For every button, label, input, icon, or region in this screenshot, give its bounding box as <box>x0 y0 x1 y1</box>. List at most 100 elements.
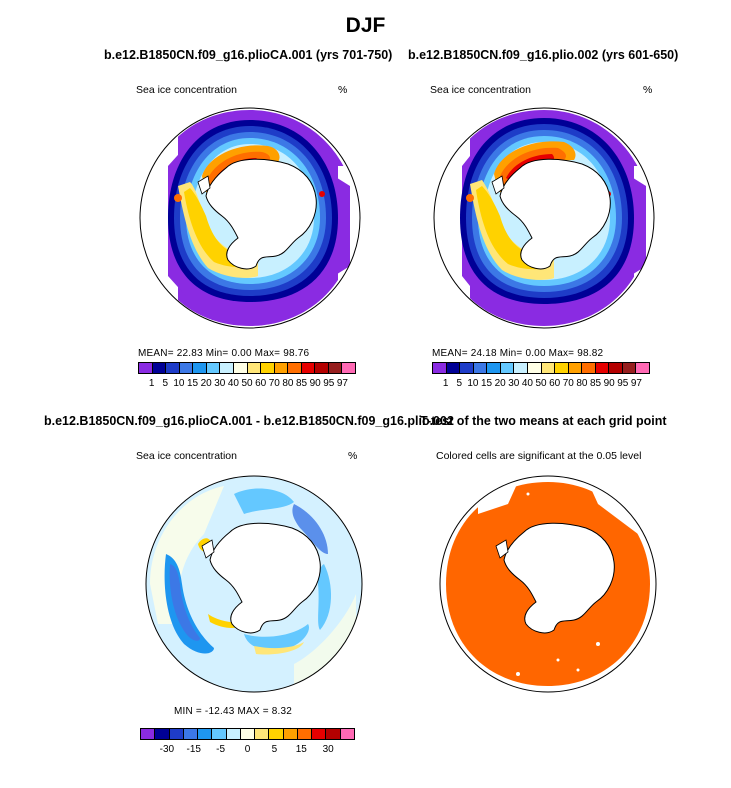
colorbar-tick-label: 70 <box>562 378 574 389</box>
colorbar-swatch <box>269 729 284 739</box>
colorbar-tick-label: 30 <box>214 378 226 389</box>
colorbar-swatch <box>139 363 153 373</box>
panel3-variable-label: Sea ice concentration <box>136 450 237 462</box>
colorbar-swatch <box>487 363 501 373</box>
colorbar-swatch <box>261 363 275 373</box>
colorbar-swatch <box>212 729 227 739</box>
colorbar-tick-label: 50 <box>535 378 547 389</box>
panel2-units-label: % <box>643 84 653 96</box>
colorbar-swatch <box>342 363 355 373</box>
colorbar-swatch <box>312 729 327 739</box>
colorbar-swatch <box>326 729 341 739</box>
colorbar-swatch <box>155 729 170 739</box>
colorbar-tick-label: 0 <box>244 744 251 755</box>
colorbar-swatch <box>609 363 623 373</box>
panel1-stats: MEAN= 22.83 Min= 0.00 Max= 98.76 <box>138 348 310 359</box>
colorbar-tick-label: 60 <box>255 378 267 389</box>
colorbar-swatch <box>240 729 256 739</box>
colorbar-swatch <box>622 363 637 373</box>
colorbar-tick-label: 85 <box>589 378 602 389</box>
colorbar-tick-label: 20 <box>200 378 212 389</box>
colorbar-swatch <box>541 363 556 373</box>
colorbar-tick-label: -15 <box>186 744 201 755</box>
colorbar-swatch <box>500 363 515 373</box>
main-title: DJF <box>345 14 386 37</box>
colorbar-swatch <box>315 363 329 373</box>
colorbar-swatch <box>514 363 528 373</box>
colorbar-tick-label: 10 <box>467 378 479 389</box>
colorbar-swatch <box>301 363 316 373</box>
panel2-variable-label: Sea ice concentration <box>430 84 531 96</box>
colorbar-swatch <box>183 729 199 739</box>
colorbar-swatch <box>473 363 488 373</box>
colorbar-swatch <box>595 363 610 373</box>
colorbar-swatch <box>568 363 583 373</box>
colorbar-tick-label: 90 <box>603 378 615 389</box>
colorbar-tick-label: 40 <box>227 378 239 389</box>
colorbar-panel3-labels: -30 -15 -5 0 5 15 30 <box>140 744 355 758</box>
panel3-stats: MIN = -12.43 MAX = 8.32 <box>174 706 292 717</box>
colorbar-tick-label: 1 <box>148 378 155 389</box>
colorbar-swatch <box>206 363 221 373</box>
colorbar-swatch <box>166 363 180 373</box>
colorbar-tick-label: 95 <box>617 378 629 389</box>
colorbar-swatch <box>226 729 241 739</box>
colorbar-tick-label: -5 <box>216 744 226 755</box>
panel4-map <box>439 475 657 693</box>
colorbar-swatch <box>141 729 156 739</box>
panel1-units-label: % <box>338 84 348 96</box>
colorbar-swatch <box>169 729 184 739</box>
colorbar-tick-label: 95 <box>323 378 335 389</box>
colorbar-swatch <box>233 363 248 373</box>
colorbar-tick-label: 10 <box>173 378 185 389</box>
colorbar-swatch <box>636 363 649 373</box>
colorbar-tick-label: 70 <box>268 378 280 389</box>
colorbar-swatch <box>255 729 270 739</box>
panel4-subtitle: Colored cells are significant at the 0.0… <box>436 450 642 462</box>
colorbar-tick-label: 1 <box>442 378 449 389</box>
colorbar-swatch <box>297 729 313 739</box>
colorbar-tick-label: -30 <box>159 744 175 755</box>
colorbar-tick-label: 5 <box>456 378 463 389</box>
colorbar-tick-label: 15 <box>480 378 493 389</box>
colorbar-swatch <box>152 363 167 373</box>
colorbar-tick-label: 30 <box>322 744 334 755</box>
panel1-variable-label: Sea ice concentration <box>136 84 237 96</box>
panel1-map <box>139 107 361 329</box>
colorbar-swatch <box>220 363 234 373</box>
colorbar-tick-label: 15 <box>186 378 199 389</box>
colorbar-tick-label: 40 <box>521 378 533 389</box>
colorbar-swatch <box>340 729 354 739</box>
colorbar-tick-label: 30 <box>508 378 520 389</box>
colorbar-panel2-labels: 1 5 10 15 20 30 40 50 60 70 80 85 90 95 97 <box>432 378 650 392</box>
colorbar-tick-label: 97 <box>336 378 348 389</box>
colorbar-swatch <box>274 363 289 373</box>
colorbar-tick-label: 5 <box>162 378 169 389</box>
colorbar-swatch <box>460 363 474 373</box>
colorbar-swatch <box>283 729 298 739</box>
colorbar-swatch <box>582 363 596 373</box>
colorbar-tick-label: 80 <box>282 378 294 389</box>
panel2-title: b.e12.B1850CN.f09_g16.plio.002 (yrs 601-… <box>408 48 679 62</box>
colorbar-tick-label: 20 <box>494 378 506 389</box>
colorbar-tick-label: 5 <box>271 744 278 755</box>
colorbar-swatch <box>247 363 262 373</box>
panel1-title: b.e12.B1850CN.f09_g16.plioCA.001 (yrs 70… <box>104 48 393 62</box>
colorbar-tick-label: 50 <box>241 378 253 389</box>
colorbar-swatch <box>193 363 207 373</box>
colorbar-swatch <box>179 363 194 373</box>
panel3-title: b.e12.B1850CN.f09_g16.plioCA.001 - b.e12… <box>44 414 454 428</box>
colorbar-swatch <box>527 363 542 373</box>
colorbar-swatch <box>446 363 461 373</box>
colorbar-tick-label: 85 <box>295 378 308 389</box>
panel2-stats: MEAN= 24.18 Min= 0.00 Max= 98.82 <box>432 348 604 359</box>
colorbar-tick-label: 15 <box>295 744 307 755</box>
colorbar-tick-label: 80 <box>576 378 588 389</box>
colorbar-swatch <box>288 363 302 373</box>
colorbar-panel3 <box>140 728 355 740</box>
colorbar-panel1-labels: 1 5 10 15 20 30 40 50 60 70 80 85 90 95 97 <box>138 378 356 392</box>
panel3-map <box>145 475 363 693</box>
colorbar-panel1 <box>138 362 356 374</box>
colorbar-tick-label: 90 <box>309 378 321 389</box>
colorbar-tick-label: 60 <box>549 378 561 389</box>
